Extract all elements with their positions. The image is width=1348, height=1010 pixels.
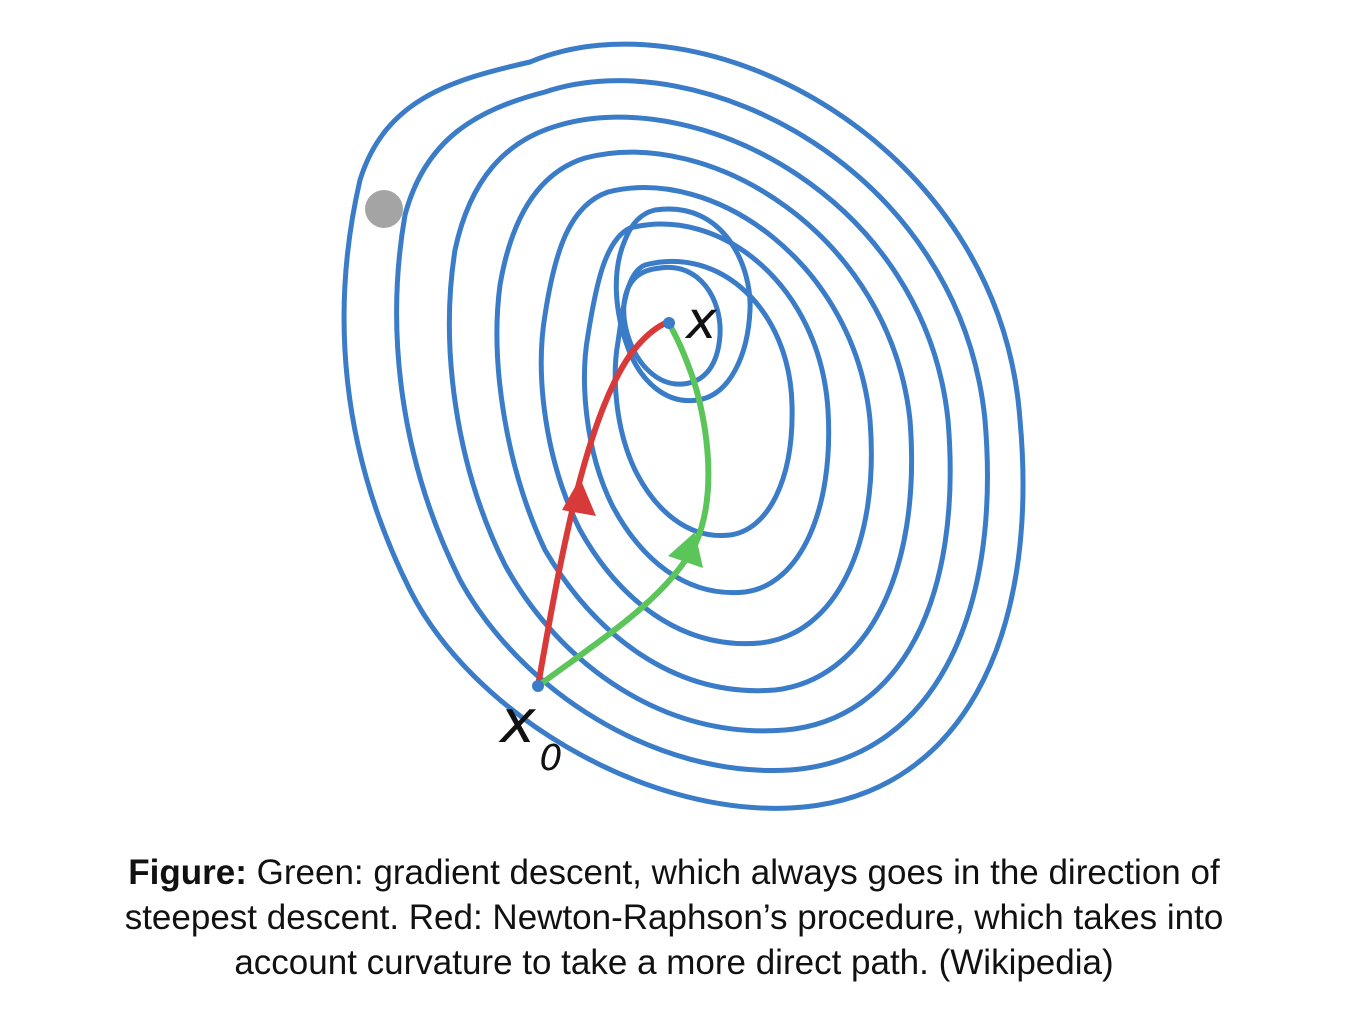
- caption-lead: Figure:: [128, 853, 247, 892]
- newton-raphson-arrowhead: [562, 478, 596, 516]
- newton-raphson-path: [535, 319, 671, 689]
- contour-ring-8: [613, 206, 753, 404]
- start-label-base: x: [498, 687, 536, 757]
- optimum-label: x: [684, 291, 718, 351]
- contour-ring-4: [494, 149, 915, 694]
- start-point: [532, 680, 544, 692]
- contour-ring-5: [538, 185, 874, 647]
- caption-body: Green: gradient descent, which always go…: [124, 853, 1224, 982]
- contour-diagram: x x0: [341, 41, 1026, 811]
- contour-ring-1: [341, 41, 1026, 811]
- contour-ring-6: [582, 221, 832, 596]
- start-label: x0: [498, 687, 562, 779]
- contour-ring-2: [394, 78, 990, 773]
- figure-caption: Figure: Green: gradient descent, which a…: [60, 850, 1288, 985]
- gradient-descent-arrowhead: [668, 532, 703, 568]
- contour-ring-9: [621, 264, 723, 387]
- start-label-subscript: 0: [540, 738, 563, 779]
- contour-ring-3: [446, 114, 953, 734]
- gradient-descent-path: [535, 319, 712, 689]
- cursor-indicator: [365, 190, 403, 228]
- optimum-point: [663, 317, 675, 329]
- contour-ring-7: [612, 258, 795, 539]
- contour-lines: [341, 41, 1026, 811]
